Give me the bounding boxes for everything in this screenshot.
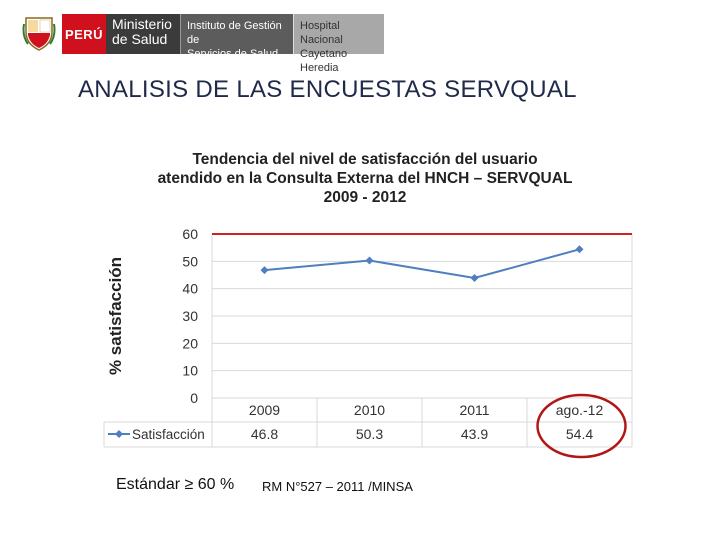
y-tick-label: 40 bbox=[182, 281, 198, 297]
header-logo-bar: PERÚ Ministerio de Salud Instituto de Ge… bbox=[22, 14, 384, 74]
x-category-label: ago.-12 bbox=[556, 402, 604, 418]
chart-title: Tendencia del nivel de satisfacción del … bbox=[130, 150, 600, 207]
ministry-label: Ministerio de Salud bbox=[106, 14, 180, 54]
y-axis-label: % satisfacción bbox=[106, 257, 125, 375]
data-point-marker bbox=[365, 256, 374, 265]
page-title: ANALISIS DE LAS ENCUESTAS SERVQUAL bbox=[78, 76, 577, 103]
y-tick-label: 20 bbox=[182, 335, 198, 351]
highlight-circle bbox=[536, 393, 627, 459]
legend-marker bbox=[115, 430, 123, 438]
institute-line-2: Servicios de Salud bbox=[187, 48, 279, 60]
x-category-label: 2010 bbox=[354, 402, 385, 418]
ministry-line-1: Ministerio bbox=[112, 16, 172, 32]
table-value: 50.3 bbox=[356, 426, 383, 442]
ministry-line-2: de Salud bbox=[112, 31, 168, 47]
legend-label: Satisfacción bbox=[132, 427, 205, 442]
series-line-satisfaccion bbox=[264, 248, 580, 280]
institute-label: Instituto de Gestión de Servicios de Sal… bbox=[180, 14, 293, 60]
institute-line-1: Instituto de Gestión de bbox=[187, 20, 282, 46]
hospital-line-1: Hospital Nacional bbox=[300, 20, 343, 46]
standard-label: Estándar ≥ 60 % bbox=[116, 476, 235, 493]
y-tick-label: 30 bbox=[182, 308, 198, 324]
y-tick-label: 60 bbox=[182, 226, 198, 242]
data-point-marker bbox=[260, 266, 269, 275]
table-value: 46.8 bbox=[251, 426, 278, 442]
y-tick-label: 50 bbox=[182, 253, 198, 269]
hospital-label: Hospital Nacional Cayetano Heredia bbox=[293, 14, 384, 74]
chart-title-line-3: 2009 - 2012 bbox=[323, 189, 407, 206]
coat-of-arms-icon bbox=[22, 17, 56, 51]
x-category-label: 2011 bbox=[459, 402, 489, 418]
peru-label: PERÚ bbox=[62, 14, 106, 54]
y-tick-label: 10 bbox=[182, 363, 198, 379]
y-tick-label: 0 bbox=[190, 390, 198, 406]
reference-label: RM N°527 – 2011 /MINSA bbox=[262, 479, 413, 494]
data-point-marker bbox=[575, 245, 584, 254]
x-category-label: 2009 bbox=[249, 402, 280, 418]
data-point-marker bbox=[470, 274, 479, 283]
hospital-line-2: Cayetano Heredia bbox=[300, 48, 348, 74]
chart-title-line-1: Tendencia del nivel de satisfacción del … bbox=[192, 151, 538, 168]
table-value: 43.9 bbox=[461, 426, 488, 442]
table-value: 54.4 bbox=[566, 426, 593, 442]
chart-title-line-2: atendido en la Consulta Externa del HNCH… bbox=[157, 170, 573, 187]
